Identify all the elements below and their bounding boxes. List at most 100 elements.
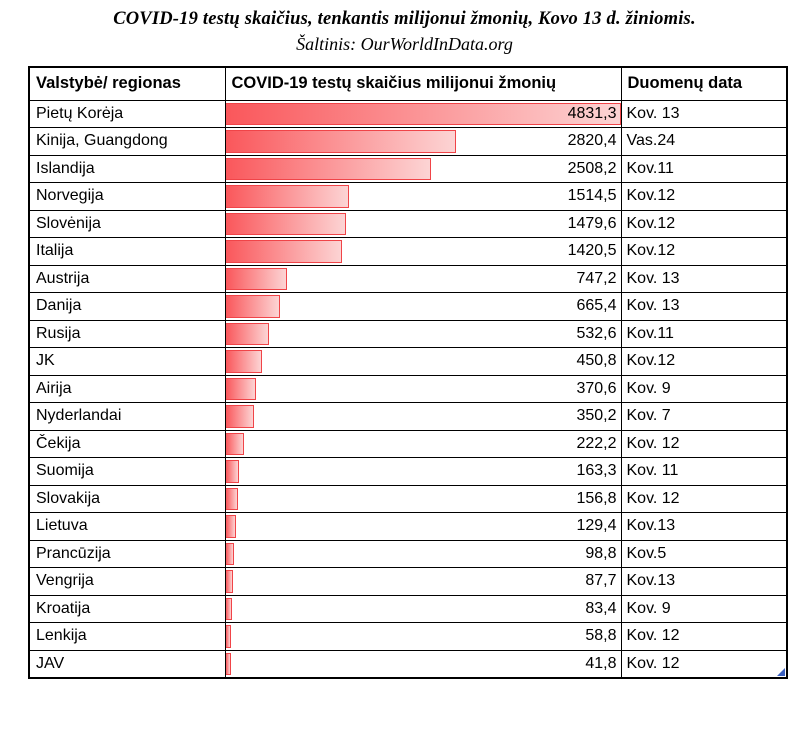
date-cell: Kov.13 xyxy=(620,512,788,541)
country-cell: Airija xyxy=(28,374,226,403)
column-header-tests-per-million: COVID-19 testų skaičius milijonui žmonių xyxy=(224,66,622,101)
date-label: Kov.12 xyxy=(626,242,676,260)
country-cell: Čekija xyxy=(28,429,226,458)
value-label: 163,3 xyxy=(576,462,617,480)
country-cell: Vengrija xyxy=(28,567,226,596)
value-label: 87,7 xyxy=(585,572,617,590)
value-cell: 156,8 xyxy=(224,484,622,513)
table-row: JK 450,8 Kov.12 xyxy=(28,347,788,376)
table-row: Islandija 2508,2 Kov.11 xyxy=(28,154,788,183)
value-data-bar xyxy=(226,185,350,208)
date-cell: Kov. 12 xyxy=(620,484,788,513)
value-data-bar xyxy=(226,102,620,125)
value-cell: 350,2 xyxy=(224,402,622,431)
value-cell: 41,8 xyxy=(224,649,622,678)
date-cell: Kov.11 xyxy=(620,154,788,183)
country-cell: Norvegija xyxy=(28,182,226,211)
date-cell: Kov. 7 xyxy=(620,402,788,431)
value-data-bar xyxy=(226,295,280,318)
table-row: Slovėnija 1479,6 Kov.12 xyxy=(28,209,788,238)
country-cell: Prancūzija xyxy=(28,539,226,568)
value-cell: 222,2 xyxy=(224,429,622,458)
table-row: Čekija 222,2 Kov. 12 xyxy=(28,429,788,458)
value-cell: 1420,5 xyxy=(224,237,622,266)
country-cell: Kroatija xyxy=(28,594,226,623)
value-cell: 2508,2 xyxy=(224,154,622,183)
page-title: COVID-19 testų skaičius, tenkantis milij… xyxy=(113,9,696,29)
date-label: Kov.11 xyxy=(626,324,674,342)
value-cell: 58,8 xyxy=(224,622,622,651)
value-data-bar xyxy=(226,597,233,620)
date-label: Kov. 12 xyxy=(626,489,680,507)
value-data-bar xyxy=(226,130,457,153)
value-label: 156,8 xyxy=(576,489,617,507)
date-label: Kov. 9 xyxy=(626,599,671,617)
date-label: Kov. 13 xyxy=(626,104,680,122)
date-cell: Kov. 11 xyxy=(620,457,788,486)
corner-marker xyxy=(777,667,785,676)
value-cell: 450,8 xyxy=(224,347,622,376)
date-cell: Kov.5 xyxy=(620,539,788,568)
country-cell: JAV xyxy=(28,649,226,678)
table-row: Airija 370,6 Kov. 9 xyxy=(28,374,788,403)
value-cell: 532,6 xyxy=(224,319,622,348)
date-label: Kov.11 xyxy=(626,159,674,177)
date-label: Kov. 7 xyxy=(626,407,671,425)
column-header-country: Valstybė/ regionas xyxy=(28,66,226,101)
value-label: 4831,3 xyxy=(567,104,617,122)
value-data-bar xyxy=(226,542,234,565)
value-label: 222,2 xyxy=(576,434,617,452)
value-cell: 1479,6 xyxy=(224,209,622,238)
country-cell: Pietų Korėja xyxy=(28,99,226,128)
value-cell: 163,3 xyxy=(224,457,622,486)
country-cell: Rusija xyxy=(28,319,226,348)
value-data-bar xyxy=(226,350,263,373)
table-row: Austrija 747,2 Kov. 13 xyxy=(28,264,788,293)
country-cell: Slovėnija xyxy=(28,209,226,238)
value-data-bar xyxy=(226,212,347,235)
value-cell: 747,2 xyxy=(224,264,622,293)
value-cell: 4831,3 xyxy=(224,99,622,128)
value-label: 41,8 xyxy=(585,654,617,672)
value-label: 1420,5 xyxy=(567,242,617,260)
date-label: Vas.24 xyxy=(626,132,676,150)
value-data-bar xyxy=(226,240,342,263)
date-cell: Kov. 9 xyxy=(620,374,788,403)
value-cell: 83,4 xyxy=(224,594,622,623)
value-data-bar xyxy=(226,570,233,593)
date-label: Kov.13 xyxy=(626,572,676,590)
date-label: Kov.12 xyxy=(626,187,676,205)
date-cell: Kov. 9 xyxy=(620,594,788,623)
table-row: Prancūzija 98,8 Kov.5 xyxy=(28,539,788,568)
value-data-bar xyxy=(226,625,231,648)
value-label: 2820,4 xyxy=(567,132,617,150)
date-label: Kov. 12 xyxy=(626,627,680,645)
table-row: Slovakija 156,8 Kov. 12 xyxy=(28,484,788,513)
value-data-bar xyxy=(226,157,431,180)
table-row: Italija 1420,5 Kov.12 xyxy=(28,237,788,266)
date-label: Kov. 13 xyxy=(626,269,680,287)
date-label: Kov.12 xyxy=(626,214,676,232)
value-data-bar xyxy=(226,460,239,483)
date-cell: Kov.11 xyxy=(620,319,788,348)
country-cell: Danija xyxy=(28,292,226,321)
country-cell: Italija xyxy=(28,237,226,266)
value-cell: 98,8 xyxy=(224,539,622,568)
date-label: Kov. 11 xyxy=(626,462,679,480)
source-subtitle: Šaltinis: OurWorldInData.org xyxy=(296,34,513,54)
date-cell: Kov. 12 xyxy=(620,429,788,458)
table-row: Suomija 163,3 Kov. 11 xyxy=(28,457,788,486)
country-cell: Slovakija xyxy=(28,484,226,513)
table-row: Kroatija 83,4 Kov. 9 xyxy=(28,594,788,623)
value-cell: 2820,4 xyxy=(224,127,622,156)
country-cell: Lenkija xyxy=(28,622,226,651)
table-row: Danija 665,4 Kov. 13 xyxy=(28,292,788,321)
value-cell: 129,4 xyxy=(224,512,622,541)
value-label: 350,2 xyxy=(576,407,617,425)
date-cell: Kov.12 xyxy=(620,237,788,266)
table-row: Kinija, Guangdong 2820,4 Vas.24 xyxy=(28,127,788,156)
table-row: JAV 41,8 Kov. 12 xyxy=(28,649,788,678)
table-row: Vengrija 87,7 Kov.13 xyxy=(28,567,788,596)
date-label: Kov. 13 xyxy=(626,297,680,315)
value-label: 83,4 xyxy=(585,599,617,617)
